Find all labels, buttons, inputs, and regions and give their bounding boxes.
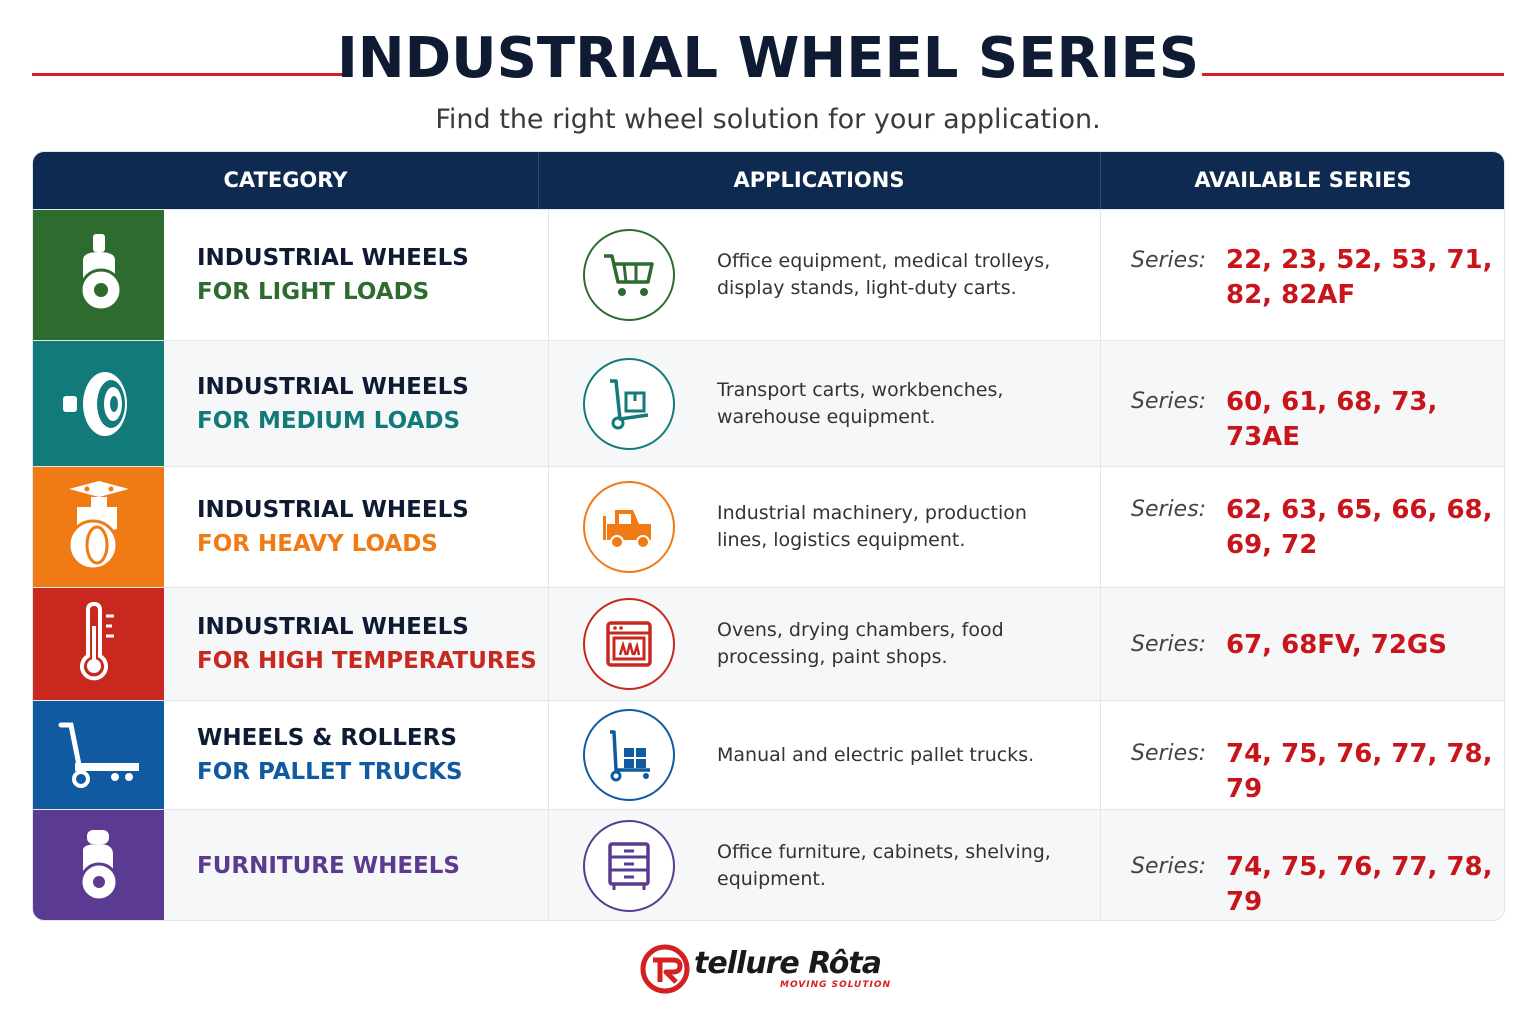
category-line1: INDUSTRIAL WHEELS [197, 614, 469, 640]
category-line2: FOR PALLET TRUCKS [197, 759, 463, 785]
applications-text: Office furniture, cabinets, shelving, eq… [717, 841, 1051, 890]
column-header-applications: APPLICATIONS [733, 168, 905, 192]
series-label: Series: [1131, 248, 1207, 273]
category-line2: FOR HEAVY LOADS [197, 531, 438, 557]
column-divider [548, 810, 549, 920]
brand-mark-icon [640, 944, 690, 994]
table-row: INDUSTRIAL WHEELS FOR HIGH TEMPERATURES … [33, 587, 1504, 700]
series-label: Series: [1131, 741, 1207, 766]
table-row: INDUSTRIAL WHEELS FOR HEAVY LOADS Indust… [33, 466, 1504, 587]
table-row: WHEELS & ROLLERS FOR PALLET TRUCKS Manua… [33, 700, 1504, 809]
column-divider [1100, 588, 1101, 700]
header-divider [1100, 152, 1101, 209]
applications-text: Ovens, drying chambers, food processing,… [717, 619, 1004, 668]
category-line2: FOR LIGHT LOADS [197, 279, 430, 305]
column-divider [548, 701, 549, 809]
series-values: 74, 75, 76, 77, 78, 79 [1226, 739, 1493, 804]
header-divider [538, 152, 539, 209]
table-row: FURNITURE WHEELS Office furniture, cabin… [33, 809, 1504, 920]
applications-text: Industrial machinery, production lines, … [717, 502, 1027, 551]
series-values: 67, 68FV, 72GS [1226, 630, 1447, 660]
category-line1: INDUSTRIAL WHEELS [197, 373, 469, 400]
category-line2: FOR HIGH TEMPERATURES [197, 648, 537, 674]
column-header-series: AVAILABLE SERIES [1194, 168, 1412, 192]
series-label: Series: [1131, 632, 1207, 657]
series-values: 74, 75, 76, 77, 78, 79 [1226, 852, 1493, 917]
title-rule-right [1202, 73, 1504, 76]
table-row: INDUSTRIAL WHEELS FOR LIGHT LOADS Office… [33, 209, 1504, 340]
series-label: Series: [1131, 854, 1207, 879]
series-label: Series: [1131, 389, 1207, 414]
series-label: Series: [1131, 497, 1207, 522]
brand-tagline: MOVING SOLUTION [780, 980, 892, 990]
brand-logo: tellure Rôta MOVING SOLUTION [640, 942, 900, 996]
wheel-side-icon [33, 341, 164, 466]
column-divider [1100, 467, 1101, 587]
applications-text: Manual and electric pallet trucks. [717, 743, 1035, 766]
furniture-caster-icon [33, 810, 164, 920]
category-label: WHEELS & ROLLERS FOR PALLET TRUCKS [197, 701, 537, 809]
category-color-block [33, 701, 164, 809]
column-divider [1100, 810, 1101, 920]
series-values: 62, 63, 65, 66, 68, 69, 72 [1226, 495, 1493, 560]
category-line2: FOR MEDIUM LOADS [197, 407, 461, 434]
title-area: INDUSTRIAL WHEEL SERIES [0, 26, 1536, 96]
pallet-truck-icon [33, 701, 164, 809]
page-subtitle: Find the right wheel solution for your a… [435, 104, 1101, 135]
thermometer-icon [33, 588, 164, 700]
brand-name: tellure Rôta [694, 946, 882, 981]
applications-text: Transport carts, workbenches, warehouse … [717, 378, 1004, 428]
series-values: 60, 61, 68, 73, 73AE [1226, 387, 1438, 452]
column-header-category: CATEGORY [223, 168, 348, 192]
pallet-jack-icon [583, 709, 675, 801]
category-line1: INDUSTRIAL WHEELS [197, 245, 469, 271]
column-divider [1100, 210, 1101, 340]
table-header: CATEGORY APPLICATIONS AVAILABLE SERIES [33, 152, 1504, 209]
oven-icon [583, 598, 675, 690]
category-line1: WHEELS & ROLLERS [197, 725, 457, 751]
column-divider [1100, 341, 1101, 466]
category-label: INDUSTRIAL WHEELS FOR HEAVY LOADS [197, 467, 537, 587]
hand-truck-icon [583, 357, 675, 450]
table-row: INDUSTRIAL WHEELS FOR MEDIUM LOADS Trans… [33, 340, 1504, 466]
page-title: INDUSTRIAL WHEEL SERIES [336, 26, 1200, 91]
cabinet-icon [583, 820, 675, 912]
category-label: INDUSTRIAL WHEELS FOR MEDIUM LOADS [197, 341, 537, 466]
category-label: INDUSTRIAL WHEELS FOR HIGH TEMPERATURES [197, 588, 537, 700]
shopping-cart-icon [583, 229, 675, 321]
category-line2: FURNITURE WHEELS [197, 853, 460, 879]
column-divider [1100, 701, 1101, 809]
series-values: 22, 23, 52, 53, 71, 82, 82AF [1226, 245, 1493, 310]
plate-caster-icon [33, 467, 164, 587]
category-label: INDUSTRIAL WHEELS FOR LIGHT LOADS [197, 210, 537, 340]
column-divider [548, 588, 549, 700]
category-label: FURNITURE WHEELS [197, 810, 537, 920]
category-line1: INDUSTRIAL WHEELS [197, 497, 469, 523]
caster-wheel-icon [33, 210, 164, 340]
title-rule-left [32, 73, 348, 76]
column-divider [548, 210, 549, 340]
applications-text: Office equipment, medical trolleys, disp… [717, 250, 1051, 299]
series-table: CATEGORY APPLICATIONS AVAILABLE SERIES I… [32, 151, 1505, 921]
column-divider [548, 467, 549, 587]
forklift-icon [583, 481, 675, 573]
column-divider [548, 341, 549, 466]
